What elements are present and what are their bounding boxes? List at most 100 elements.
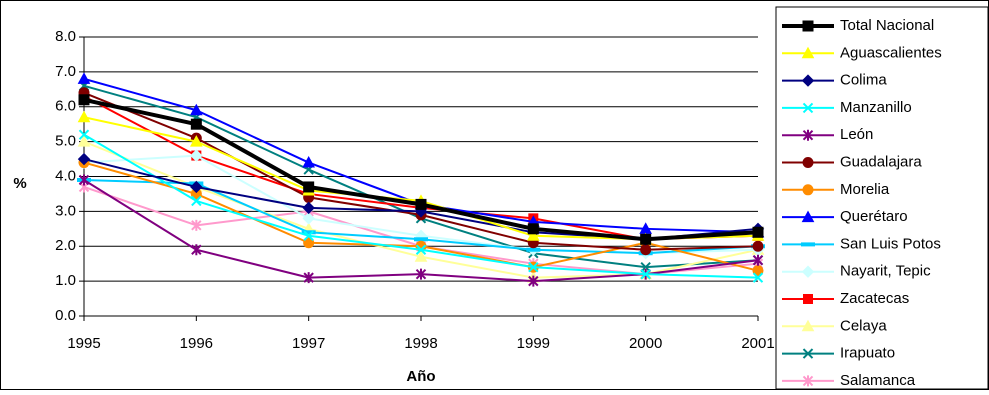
data-point-marker (802, 129, 814, 141)
data-point-marker (802, 20, 814, 32)
data-point-marker (191, 219, 202, 231)
data-point-marker (802, 375, 814, 387)
x-axis-title: Año (406, 368, 435, 385)
legend-item: Irapuato (782, 345, 895, 362)
data-point-marker (801, 210, 815, 223)
y-tick-label: 8.0 (55, 28, 76, 45)
legend-label: León (840, 126, 873, 143)
legend-label: Aguascalientes (840, 44, 942, 61)
data-point-marker (526, 247, 541, 252)
data-point-marker (640, 244, 652, 256)
y-tick-label: 3.0 (55, 202, 76, 219)
x-tick-label: 1996 (180, 335, 213, 352)
y-axis-title: % (13, 175, 26, 192)
data-point-marker (640, 268, 651, 280)
legend-label: Irapuato (840, 345, 895, 362)
y-tick-label: 0.0 (55, 307, 76, 324)
data-point-marker (303, 237, 315, 249)
data-point-marker (302, 212, 315, 225)
data-point-marker (752, 272, 764, 283)
data-point-marker (303, 230, 314, 241)
legend-item: Colima (782, 72, 887, 89)
data-point-marker (528, 275, 539, 287)
data-point-marker (189, 103, 203, 116)
legend-label: Celaya (840, 317, 887, 334)
data-point-marker (77, 152, 91, 166)
legend-label: Querétaro (840, 208, 908, 225)
y-tick-label: 2.0 (55, 237, 76, 254)
data-point-marker (302, 156, 316, 168)
legend-label: Salamanca (840, 372, 916, 389)
x-tick-label: 2001 (741, 335, 774, 352)
legend-label: Nayarit, Tepic (840, 263, 931, 280)
data-point-marker (801, 242, 815, 247)
data-point-marker (77, 72, 91, 84)
legend-item: San Luis Potos (782, 235, 941, 252)
x-tick-label: 2000 (629, 335, 662, 352)
data-point-marker (801, 265, 815, 278)
y-tick-label: 5.0 (55, 133, 76, 150)
y-tick-label: 6.0 (55, 98, 76, 115)
data-point-marker (190, 180, 203, 194)
legend-item: Querétaro (782, 208, 908, 225)
data-point-marker (752, 226, 764, 238)
data-point-marker (78, 174, 90, 186)
series-line (83, 91, 759, 251)
data-point-marker (802, 348, 814, 359)
data-point-marker (302, 201, 315, 215)
y-tick-label: 4.0 (55, 167, 76, 184)
data-point-marker (191, 195, 202, 207)
data-point-marker (303, 272, 314, 284)
data-point-marker (77, 110, 91, 123)
legend-label: Colima (840, 72, 887, 89)
data-point-marker (801, 74, 815, 87)
legend-item: Zacatecas (782, 290, 909, 307)
legend-item: Guadalajara (782, 153, 922, 170)
legend-item: Celaya (782, 317, 887, 334)
data-point-marker (802, 184, 814, 196)
series-lines (77, 72, 765, 287)
series-total-nacional (78, 94, 764, 245)
legend-item: León (782, 126, 873, 143)
legend-label: Morelia (840, 181, 890, 198)
data-point-marker (415, 244, 427, 255)
data-point-marker (414, 250, 428, 262)
data-point-marker (78, 94, 90, 106)
data-point-marker (528, 261, 539, 273)
y-tick-label: 1.0 (55, 272, 76, 289)
legend-label: Total Nacional (840, 17, 934, 34)
x-tick-label: 1999 (517, 335, 550, 352)
legend-item: Aguascalientes (782, 44, 942, 61)
data-point-marker (801, 46, 815, 59)
y-tick-label: 7.0 (55, 63, 76, 80)
legend-label: Zacatecas (840, 290, 909, 307)
data-point-marker (191, 244, 202, 256)
legend-label: San Luis Potos (840, 235, 941, 252)
data-point-marker (78, 129, 90, 140)
data-point-marker (803, 294, 813, 304)
data-point-marker (752, 240, 764, 252)
data-point-marker (640, 233, 652, 245)
x-tick-label: 1995 (67, 335, 100, 352)
legend-item: Nayarit, Tepic (782, 263, 931, 280)
data-point-marker (77, 135, 91, 147)
data-point-marker (801, 319, 815, 332)
axes: 0.0 1.0 2.0 3.0 4.0 5.0 6.0 7.0 8.0 1995 1996 1997 1… (55, 28, 775, 352)
data-point-marker (527, 223, 539, 235)
data-point-marker (303, 181, 315, 193)
x-tick-label: 1998 (404, 335, 437, 352)
data-point-marker (802, 157, 814, 168)
data-point-marker (414, 237, 428, 242)
data-point-marker (415, 198, 427, 210)
data-point-marker (802, 102, 814, 114)
data-point-marker (189, 135, 203, 147)
data-point-marker (752, 254, 764, 266)
x-tick-label: 1997 (292, 335, 325, 352)
legend: Total Nacional Aguascalientes Colima Manzan… (775, 6, 989, 390)
data-point-marker (415, 268, 427, 280)
data-point-marker (190, 118, 202, 130)
series-manzanillo (78, 129, 764, 283)
legend-item: Salamanca (782, 372, 916, 389)
